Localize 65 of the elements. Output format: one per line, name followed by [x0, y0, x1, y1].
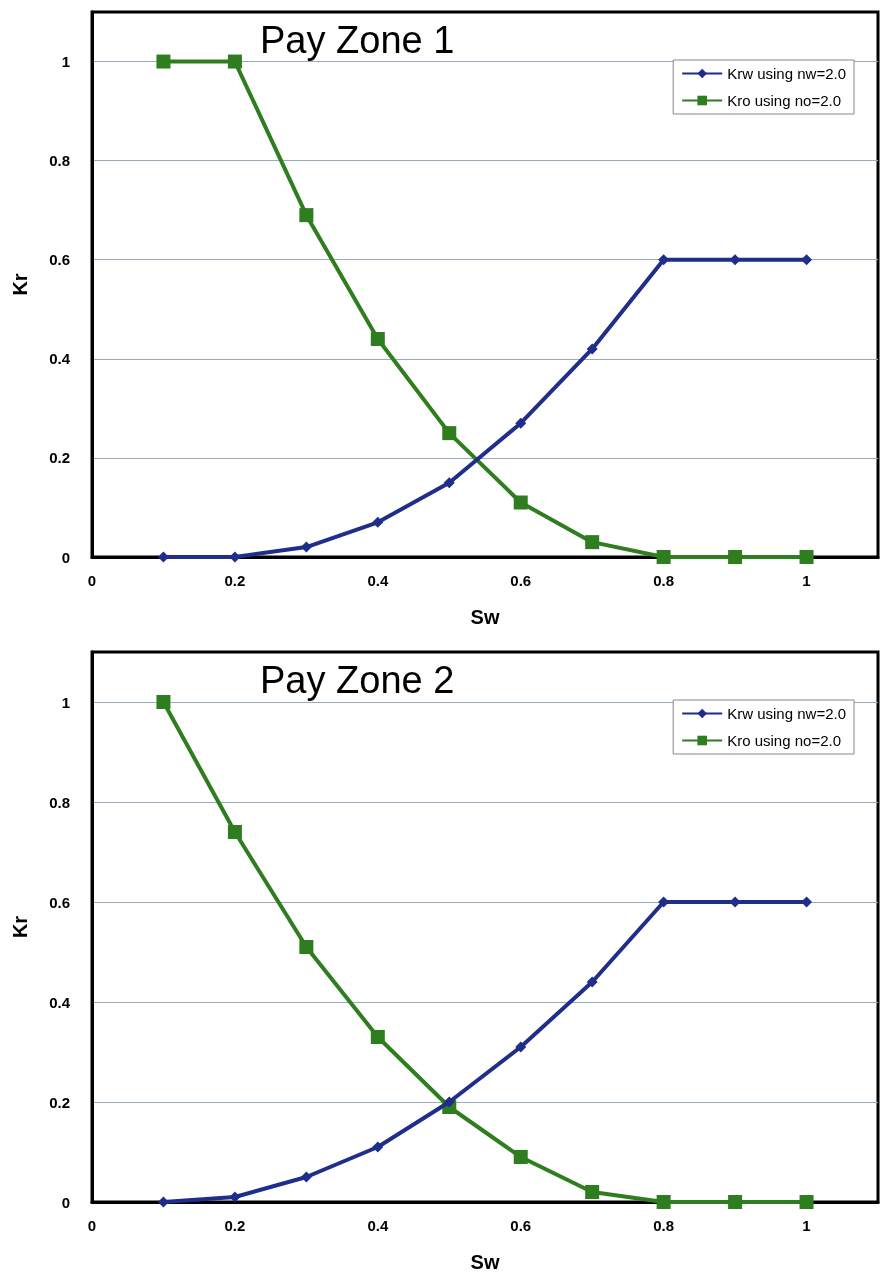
x-tick-label: 1	[802, 572, 811, 589]
point	[227, 54, 242, 69]
y-tick-label: 0.2	[49, 449, 70, 467]
point	[513, 1150, 528, 1164]
y-axis-title: Kr	[9, 915, 31, 939]
point	[656, 1195, 671, 1209]
point	[370, 1030, 385, 1044]
point	[515, 417, 527, 429]
y-tick-label: 0	[61, 548, 70, 566]
point	[656, 550, 671, 564]
x-tick-label: 0	[87, 1217, 97, 1234]
y-tick-label: 1	[61, 53, 70, 71]
x-tick-label: 0.8	[653, 572, 675, 589]
point	[586, 343, 598, 355]
legend-label: Krw using nw=2.0	[727, 65, 847, 82]
point	[513, 495, 528, 510]
y-tick-label: 0.4	[49, 350, 71, 368]
y-tick-label: 1	[61, 693, 70, 711]
legend-label: Kro using no=2.0	[727, 92, 842, 109]
point	[299, 208, 314, 223]
point	[585, 1185, 600, 1199]
point	[370, 332, 385, 346]
x-tick-label: 1	[802, 1217, 811, 1234]
point	[372, 1141, 384, 1153]
x-tick-label: 0.4	[367, 1217, 389, 1234]
x-tick-label: 0.2	[224, 1217, 246, 1234]
point	[229, 1191, 241, 1203]
x-axis-title: Sw	[470, 606, 500, 628]
x-tick-label: 0.4	[367, 572, 389, 589]
x-tick-label: 0	[87, 572, 97, 589]
point	[300, 1171, 312, 1183]
point	[156, 54, 171, 69]
x-tick-label: 0.6	[510, 1217, 532, 1234]
legend-label: Kro using no=2.0	[727, 732, 842, 749]
x-tick-label: 0.8	[653, 1217, 675, 1234]
y-tick-label: 0.8	[49, 793, 70, 811]
point	[443, 477, 455, 489]
point	[799, 550, 814, 564]
point	[299, 940, 314, 954]
legend-label: Krw using nw=2.0	[727, 705, 847, 722]
x-tick-label: 0.2	[224, 572, 246, 589]
chart-title: Pay Zone 2	[260, 659, 455, 701]
point	[442, 426, 457, 441]
y-tick-label: 0	[61, 1193, 70, 1211]
y-tick-label: 0.8	[49, 152, 70, 170]
y-tick-label: 0.6	[49, 251, 70, 269]
point	[157, 1196, 169, 1208]
y-tick-label: 0.4	[49, 993, 71, 1011]
point	[515, 1041, 527, 1053]
y-tick-label: 0.2	[49, 1093, 70, 1111]
point	[443, 1096, 455, 1108]
point	[156, 695, 171, 709]
point	[728, 1195, 743, 1209]
point	[372, 516, 384, 528]
point	[586, 976, 598, 988]
point	[799, 1195, 814, 1209]
point	[801, 254, 813, 266]
x-tick-label: 0.6	[510, 572, 532, 589]
point	[227, 825, 242, 839]
chart-title: Pay Zone 1	[260, 19, 455, 61]
x-axis-title: Sw	[470, 1251, 500, 1273]
y-tick-label: 0.6	[49, 893, 70, 911]
point	[728, 550, 743, 564]
y-axis-title: Kr	[9, 273, 31, 296]
point	[585, 535, 600, 550]
